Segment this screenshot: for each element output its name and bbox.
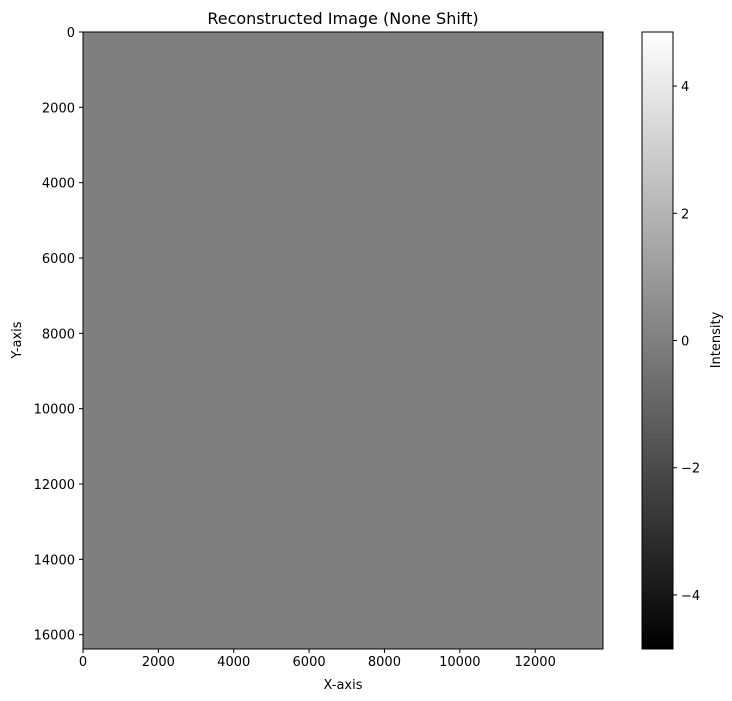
x-tick-label: 4000 [217, 655, 250, 670]
y-tick-label: 16000 [34, 629, 75, 644]
image-plot-area [83, 32, 603, 649]
plot-frame [82, 31, 604, 650]
colorbar-tick-label: −4 [681, 589, 700, 604]
x-tick-label: 8000 [368, 655, 401, 670]
colorbar-ticks: −4 −2 0 2 4 [673, 80, 700, 604]
y-axis-label: Y-axis [10, 321, 25, 359]
y-tick-label: 10000 [34, 403, 75, 418]
y-tick-label: 14000 [34, 553, 75, 568]
colorbar-tick-label: 0 [681, 335, 689, 350]
x-tick-label: 0 [79, 655, 87, 670]
colorbar-label: Intensity [709, 311, 724, 368]
x-tick-label: 12000 [514, 655, 555, 670]
x-tick-label: 10000 [439, 655, 480, 670]
y-tick-label: 12000 [34, 478, 75, 493]
y-tick-label: 8000 [42, 327, 75, 342]
y-axis-ticks: 0 2000 4000 6000 8000 10000 12000 14000 16000 [34, 26, 83, 644]
colorbar [642, 32, 673, 649]
colorbar-tick-label: −2 [681, 462, 700, 477]
x-axis-ticks: 0 2000 4000 6000 8000 10000 12000 [79, 649, 556, 670]
y-tick-label: 4000 [42, 177, 75, 192]
x-axis-label: X-axis [324, 678, 363, 693]
x-tick-label: 6000 [293, 655, 326, 670]
chart-title: Reconstructed Image (None Shift) [207, 9, 478, 28]
colorbar-tick-label: 2 [681, 207, 689, 222]
x-tick-label: 2000 [142, 655, 175, 670]
y-tick-label: 0 [67, 26, 75, 41]
colorbar-tick-label: 4 [681, 80, 689, 95]
y-tick-label: 2000 [42, 101, 75, 116]
y-tick-label: 6000 [42, 252, 75, 267]
